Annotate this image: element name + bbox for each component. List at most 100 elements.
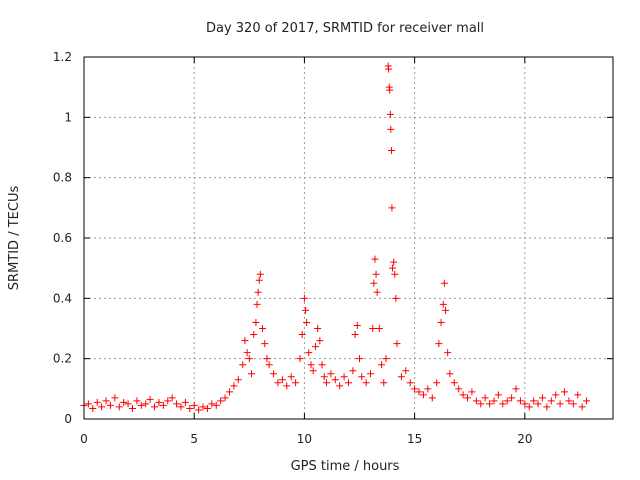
data-point <box>203 404 211 412</box>
data-point <box>387 125 395 133</box>
y-tick-label: 0.2 <box>53 352 72 366</box>
data-point <box>265 361 273 369</box>
data-point <box>521 400 529 408</box>
data-point <box>392 294 400 302</box>
x-axis-label: GPS time / hours <box>291 459 400 474</box>
data-point <box>393 340 401 348</box>
data-point <box>435 340 443 348</box>
data-point <box>314 325 322 332</box>
data-point <box>93 398 101 406</box>
data-point <box>525 403 533 411</box>
data-point <box>278 376 286 384</box>
x-tick-label: 5 <box>190 432 198 446</box>
data-point <box>499 400 507 408</box>
data-point <box>305 349 313 357</box>
data-point <box>345 379 352 387</box>
data-point <box>534 400 542 408</box>
data-point <box>375 325 383 332</box>
data-point <box>181 398 189 406</box>
data-point <box>263 355 271 363</box>
data-point <box>490 397 498 405</box>
data-point <box>565 397 573 405</box>
data-point <box>468 388 476 396</box>
data-point <box>530 397 538 405</box>
data-point <box>261 340 269 348</box>
x-tick-label: 0 <box>80 432 88 446</box>
data-point <box>516 397 524 405</box>
data-point <box>459 391 467 399</box>
data-point <box>255 276 263 284</box>
data-point <box>300 294 308 302</box>
data-point <box>283 382 291 390</box>
data-point <box>142 400 150 408</box>
data-point <box>578 403 586 411</box>
data-point <box>270 370 278 378</box>
data-point <box>320 373 328 381</box>
data-point <box>155 398 163 406</box>
data-point <box>115 403 123 411</box>
data-point <box>386 86 394 94</box>
data-point <box>486 400 494 408</box>
y-tick-label: 0.8 <box>53 171 72 185</box>
data-point <box>177 403 185 411</box>
data-point <box>186 404 194 412</box>
x-tick-label: 20 <box>517 432 532 446</box>
data-point <box>561 388 569 396</box>
data-point <box>259 325 267 332</box>
data-point <box>245 355 253 363</box>
data-point <box>373 288 381 296</box>
data-point <box>296 355 304 363</box>
data-point <box>391 270 399 278</box>
data-point <box>316 337 324 345</box>
axis-ticks: 0 5 10 15 20 0 0.2 0.4 0.6 0.8 1 1.2 <box>53 50 613 446</box>
data-point <box>538 394 546 402</box>
data-point <box>419 391 427 399</box>
data-point <box>111 394 119 402</box>
data-point <box>552 391 560 399</box>
data-point <box>303 318 311 326</box>
x-tick-label: 10 <box>297 432 312 446</box>
data-point <box>503 397 511 405</box>
data-point <box>133 397 141 405</box>
data-point <box>137 401 145 409</box>
data-point <box>102 397 110 405</box>
data-point <box>512 385 520 393</box>
data-point <box>168 394 176 402</box>
data-point <box>385 65 393 73</box>
data-point <box>252 318 260 326</box>
data-point <box>402 367 410 375</box>
plot-frame <box>83 56 614 420</box>
data-point <box>387 147 395 155</box>
data-point <box>508 394 516 402</box>
data-point <box>370 279 378 287</box>
data-point <box>164 397 172 405</box>
data-point <box>298 331 306 339</box>
data-point <box>287 373 295 381</box>
data-point <box>406 379 414 387</box>
data-point <box>440 279 448 287</box>
data-points <box>80 62 591 414</box>
data-point <box>106 401 114 409</box>
chart-title: Day 320 of 2017, SRMTID for receiver mal… <box>206 21 484 36</box>
y-axis-label: SRMTID / TECUs <box>7 186 22 291</box>
data-point <box>358 373 366 381</box>
data-point <box>250 331 258 339</box>
data-point <box>98 403 106 411</box>
data-point <box>309 367 317 375</box>
data-point <box>221 394 229 402</box>
data-point <box>444 349 452 357</box>
data-point <box>173 400 181 408</box>
data-point <box>543 403 551 411</box>
data-point <box>302 306 310 314</box>
y-tick-label: 0.6 <box>53 231 72 245</box>
data-point <box>450 379 458 387</box>
data-point <box>378 361 386 369</box>
data-point <box>382 355 390 363</box>
data-point <box>307 361 315 369</box>
data-point <box>397 373 405 381</box>
data-point <box>411 385 419 393</box>
data-point <box>234 376 242 384</box>
data-point <box>349 367 357 375</box>
data-point <box>318 361 326 369</box>
